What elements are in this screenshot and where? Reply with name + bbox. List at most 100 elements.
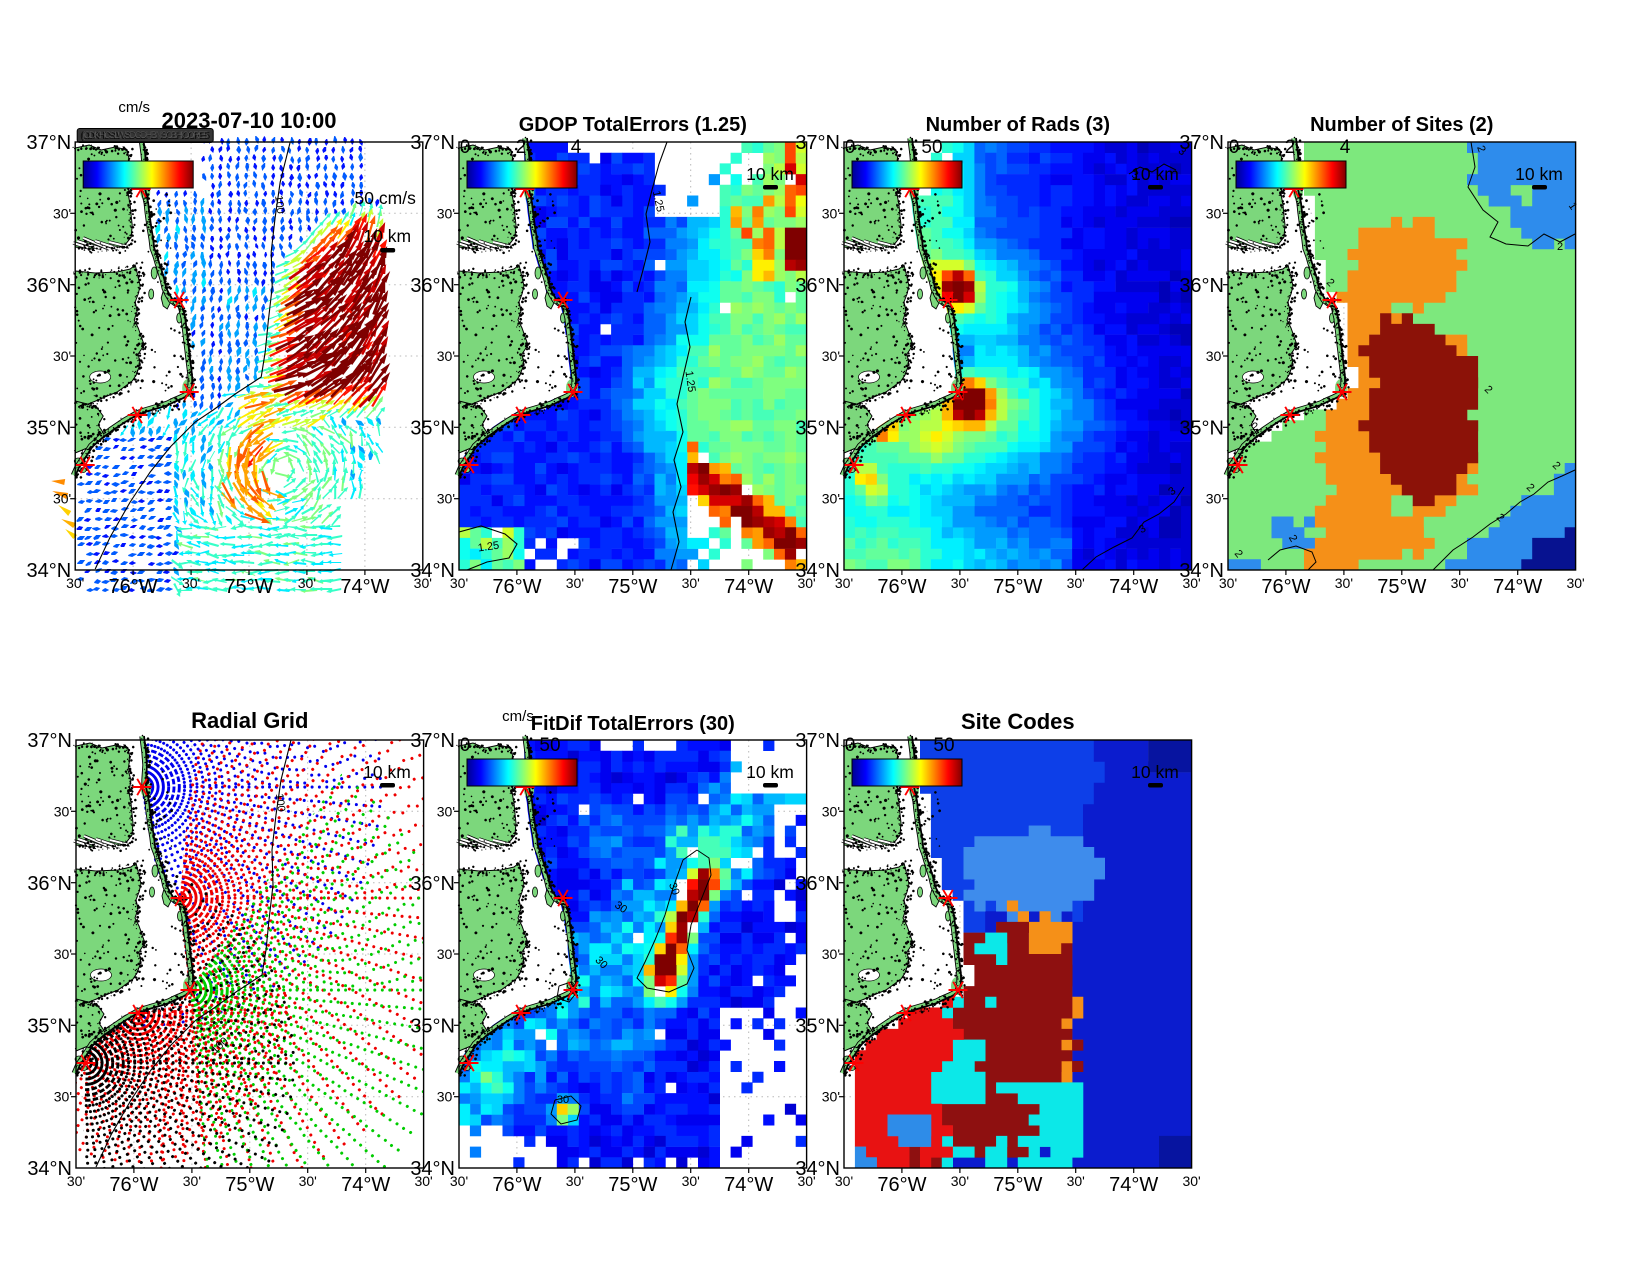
svg-text:34°N: 34°N xyxy=(1179,560,1224,582)
svg-text:30': 30' xyxy=(437,1089,455,1105)
svg-text:cm/s: cm/s xyxy=(118,99,150,116)
svg-text:30': 30' xyxy=(53,348,71,364)
svg-text:35°N: 35°N xyxy=(410,1016,455,1038)
svg-text:10 km: 10 km xyxy=(1131,164,1179,184)
svg-text:30': 30' xyxy=(298,575,316,591)
svg-text:30': 30' xyxy=(53,491,71,507)
svg-text:2: 2 xyxy=(1285,137,1296,158)
svg-text:30': 30' xyxy=(183,1173,201,1189)
svg-text:0: 0 xyxy=(1229,137,1240,158)
svg-text:36°N: 36°N xyxy=(795,275,840,297)
svg-text:76°W: 76°W xyxy=(492,576,541,598)
svg-text:76°W: 76°W xyxy=(109,576,158,598)
svg-text:30: 30 xyxy=(557,1094,569,1106)
svg-text:Number of Rads (3): Number of Rads (3) xyxy=(926,114,1110,136)
svg-text:30': 30' xyxy=(1451,575,1469,591)
svg-text:30': 30' xyxy=(53,205,71,221)
svg-text:10 km: 10 km xyxy=(1131,762,1179,782)
svg-text:30': 30' xyxy=(797,575,815,591)
svg-text:1: 1 xyxy=(1566,200,1579,212)
svg-text:2023-07-10 10:00: 2023-07-10 10:00 xyxy=(162,108,337,133)
svg-text:30': 30' xyxy=(1335,575,1353,591)
svg-text:30': 30' xyxy=(797,1173,815,1189)
svg-text:10 km: 10 km xyxy=(1515,164,1563,184)
svg-text:30': 30' xyxy=(1566,575,1584,591)
svg-text:GDOP TotalErrors (1.25): GDOP TotalErrors (1.25) xyxy=(519,114,747,136)
svg-text:35°N: 35°N xyxy=(27,1016,72,1038)
svg-text:2: 2 xyxy=(516,137,527,158)
svg-text:30': 30' xyxy=(437,491,455,507)
svg-text:75°W: 75°W xyxy=(608,1174,657,1196)
svg-text:76°W: 76°W xyxy=(877,576,926,598)
svg-text:76°W: 76°W xyxy=(1261,576,1310,598)
svg-text:75°W: 75°W xyxy=(608,576,657,598)
svg-text:1.25: 1.25 xyxy=(477,540,500,555)
svg-text:100: 100 xyxy=(272,195,286,215)
svg-text:Number of Sites (2): Number of Sites (2) xyxy=(1310,114,1493,136)
svg-text:10 km: 10 km xyxy=(746,164,794,184)
svg-text:35°N: 35°N xyxy=(410,418,455,440)
svg-text:30': 30' xyxy=(54,803,72,819)
svg-text:2: 2 xyxy=(1252,421,1258,433)
svg-text:30': 30' xyxy=(682,1173,700,1189)
svg-text:3: 3 xyxy=(1137,523,1148,536)
svg-text:30': 30' xyxy=(566,575,584,591)
svg-text:30': 30' xyxy=(54,946,72,962)
svg-text:74°W: 74°W xyxy=(1109,1174,1158,1196)
svg-text:30': 30' xyxy=(566,1173,584,1189)
svg-text:30': 30' xyxy=(66,575,84,591)
svg-text:30': 30' xyxy=(822,348,840,364)
svg-text:35°N: 35°N xyxy=(795,418,840,440)
svg-text:50: 50 xyxy=(933,735,954,756)
svg-text:37°N: 37°N xyxy=(795,132,840,154)
svg-text:cm/s: cm/s xyxy=(502,708,534,725)
svg-text:30': 30' xyxy=(67,1173,85,1189)
svg-text:30': 30' xyxy=(682,575,700,591)
svg-text:76°W: 76°W xyxy=(492,1174,541,1196)
svg-text:10 km: 10 km xyxy=(363,226,411,246)
svg-text:50 cm/s: 50 cm/s xyxy=(355,188,417,208)
svg-text:34°N: 34°N xyxy=(795,1158,840,1180)
svg-text:30': 30' xyxy=(822,1089,840,1105)
svg-text:74°W: 74°W xyxy=(340,576,389,598)
svg-text:30: 30 xyxy=(612,899,629,916)
svg-text:0: 0 xyxy=(460,137,471,158)
svg-text:37°N: 37°N xyxy=(410,132,455,154)
svg-text:10 km: 10 km xyxy=(363,762,411,782)
svg-text:76°W: 76°W xyxy=(109,1174,158,1196)
svg-text:36°N: 36°N xyxy=(27,873,72,895)
svg-text:30': 30' xyxy=(1067,575,1085,591)
svg-text:30': 30' xyxy=(822,205,840,221)
svg-text:30': 30' xyxy=(822,803,840,819)
svg-text:74°W: 74°W xyxy=(724,1174,773,1196)
svg-text:30': 30' xyxy=(951,1173,969,1189)
svg-text:0: 0 xyxy=(845,735,856,756)
svg-text:30': 30' xyxy=(951,575,969,591)
svg-text:34°N: 34°N xyxy=(410,560,455,582)
svg-text:37°N: 37°N xyxy=(27,730,72,752)
svg-text:3: 3 xyxy=(1166,485,1178,498)
svg-text:100: 100 xyxy=(273,793,287,813)
svg-text:1.25: 1.25 xyxy=(683,370,698,393)
svg-text:(CDKHCSLWSDGDHBNSCBHICORE5: (CDKHCSLWSDGDHBNSCBHICORE5 xyxy=(80,131,210,142)
svg-text:37°N: 37°N xyxy=(27,132,72,154)
svg-text:74°W: 74°W xyxy=(724,576,773,598)
svg-text:35°N: 35°N xyxy=(1179,418,1224,440)
svg-text:75°W: 75°W xyxy=(993,576,1042,598)
svg-text:30': 30' xyxy=(182,575,200,591)
svg-text:30': 30' xyxy=(1206,491,1224,507)
svg-text:30: 30 xyxy=(666,881,681,897)
svg-text:30': 30' xyxy=(1182,1173,1200,1189)
svg-text:30': 30' xyxy=(822,491,840,507)
svg-text:30': 30' xyxy=(1206,205,1224,221)
svg-text:30': 30' xyxy=(450,575,468,591)
svg-text:10 km: 10 km xyxy=(746,762,794,782)
svg-text:30': 30' xyxy=(1206,348,1224,364)
svg-text:4: 4 xyxy=(1340,137,1351,158)
svg-text:30': 30' xyxy=(414,1173,432,1189)
svg-text:30': 30' xyxy=(414,575,432,591)
svg-text:37°N: 37°N xyxy=(1179,132,1224,154)
svg-text:30': 30' xyxy=(835,575,853,591)
svg-text:30': 30' xyxy=(54,1089,72,1105)
svg-text:2: 2 xyxy=(1474,144,1487,154)
